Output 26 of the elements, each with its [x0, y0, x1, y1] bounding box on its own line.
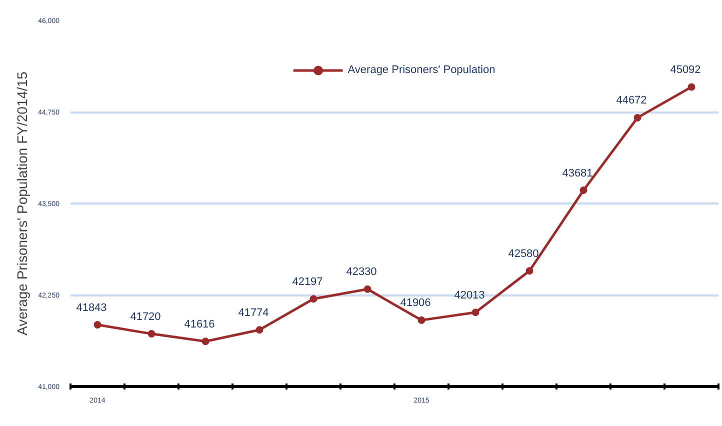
- data-label: 43681: [562, 167, 593, 180]
- point: [580, 186, 588, 194]
- point: [94, 321, 102, 329]
- y-axis-title: Average Prisoners' Population FY/2014/15: [14, 71, 30, 336]
- point: [310, 295, 318, 303]
- point: [688, 83, 696, 91]
- data-label: 41843: [76, 302, 107, 314]
- point: [526, 267, 534, 275]
- data-label: 42580: [508, 248, 539, 260]
- data-label: 42330: [346, 266, 377, 278]
- point: [634, 114, 642, 122]
- point: [256, 326, 264, 334]
- data-label: 42013: [454, 289, 485, 302]
- point: [472, 308, 480, 316]
- data-label: 44672: [616, 94, 647, 107]
- legend-label: Average Prisoners' Population: [348, 64, 496, 76]
- point: [364, 285, 372, 293]
- point: [148, 330, 156, 338]
- data-label: 42197: [292, 276, 323, 288]
- data-label: 45092: [670, 64, 701, 76]
- point: [202, 338, 210, 346]
- data-label: 41616: [184, 318, 215, 330]
- point: [418, 316, 426, 324]
- data-label: 41774: [238, 306, 269, 319]
- data-label: 41906: [400, 297, 431, 310]
- data-label: 41720: [130, 310, 161, 323]
